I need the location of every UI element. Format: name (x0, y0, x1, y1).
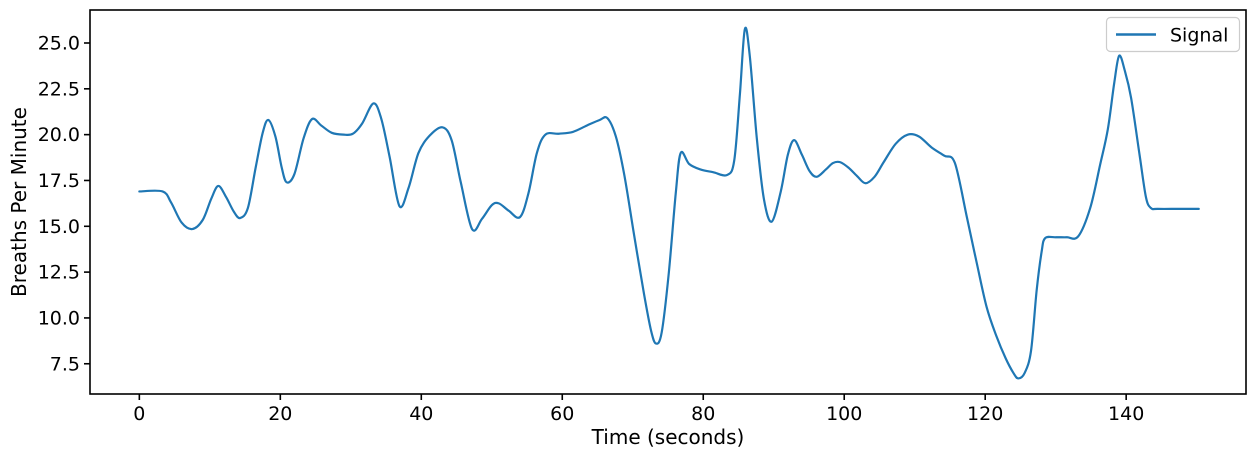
x-tick-label: 140 (1108, 403, 1144, 425)
x-tick-label: 60 (550, 403, 574, 425)
x-axis-label: Time (seconds) (591, 425, 745, 449)
x-axis: 0 20 40 60 80 100 120 140 (133, 394, 1144, 425)
y-tick-label: 7.5 (50, 353, 80, 375)
legend: Signal (1105, 16, 1241, 53)
y-tick-label: 10.0 (38, 307, 80, 329)
y-tick-label: 17.5 (38, 170, 80, 192)
x-tick-label: 0 (133, 403, 145, 425)
x-tick-label: 80 (691, 403, 715, 425)
y-axis-label: Breaths Per Minute (7, 107, 31, 297)
x-tick-label: 40 (409, 403, 433, 425)
x-tick-label: 20 (268, 403, 292, 425)
y-tick-label: 25.0 (38, 32, 80, 54)
series-group (138, 26, 1200, 380)
signal-line (138, 26, 1200, 380)
y-tick-label: 20.0 (38, 124, 80, 146)
x-tick-label: 100 (826, 403, 862, 425)
y-tick-label: 22.5 (38, 78, 80, 100)
plot-border (89, 9, 1247, 395)
y-tick-label: 12.5 (38, 262, 80, 284)
y-tick-label: 15.0 (38, 216, 80, 238)
legend-box (1105, 16, 1241, 53)
legend-label: Signal (1170, 25, 1228, 47)
x-tick-label: 120 (967, 403, 1003, 425)
y-axis: 7.5 10.0 12.5 15.0 17.5 20.0 22.5 25.0 (38, 32, 90, 375)
